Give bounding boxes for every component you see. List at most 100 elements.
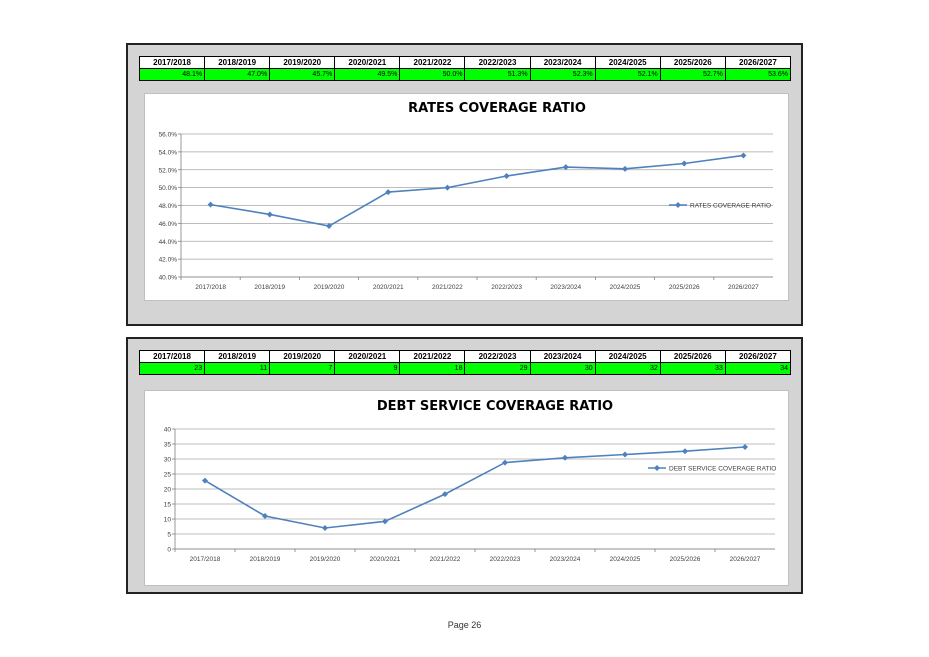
y-tick-label: 44.0%: [159, 239, 178, 246]
value-cell: 52.3%: [529, 68, 596, 81]
page-number: Page 26: [447, 620, 482, 630]
data-point: [202, 477, 208, 484]
x-tick-label: 2024/2025: [610, 284, 641, 291]
y-tick-label: 25: [164, 472, 172, 479]
year-header: 2024/2025: [594, 350, 661, 363]
y-tick-label: 30: [164, 457, 172, 464]
y-tick-label: 40.0%: [159, 275, 178, 282]
x-tick-label: 2026/2027: [730, 556, 761, 563]
value-cell: 11: [204, 362, 271, 375]
table-header-row: 2017/2018 2018/2019 2019/2020 2020/2021 …: [138, 56, 792, 69]
value-cell: 34: [724, 362, 792, 375]
data-point: [562, 164, 569, 171]
year-header: 2018/2019: [204, 56, 271, 69]
value-cell: 23: [138, 362, 206, 375]
x-tick-label: 2022/2023: [491, 284, 522, 291]
value-cell: 53.6%: [724, 68, 792, 81]
x-tick-label: 2021/2022: [430, 556, 461, 563]
data-point: [207, 201, 214, 208]
year-header: 2023/2024: [529, 350, 596, 363]
x-tick-label: 2025/2026: [669, 284, 700, 291]
x-tick-label: 2023/2024: [550, 556, 581, 563]
y-tick-label: 56.0%: [159, 132, 178, 139]
value-cell: 52.7%: [659, 68, 726, 81]
y-tick-label: 48.0%: [159, 203, 178, 210]
data-point: [382, 518, 388, 525]
rates-coverage-table: 2017/2018 2018/2019 2019/2020 2020/2021 …: [138, 56, 792, 81]
value-cell: 52.1%: [594, 68, 661, 81]
year-header: 2017/2018: [138, 56, 206, 69]
year-header: 2021/2022: [399, 56, 466, 69]
x-tick-label: 2017/2018: [190, 556, 221, 563]
year-header: 2022/2023: [464, 56, 531, 69]
rates-coverage-panel: 2017/2018 2018/2019 2019/2020 2020/2021 …: [126, 43, 803, 326]
legend-label: RATES COVERAGE RATIO: [690, 203, 771, 210]
year-header: 2022/2023: [464, 350, 531, 363]
data-point: [266, 211, 273, 218]
y-tick-label: 5: [167, 532, 171, 539]
data-point: [442, 491, 448, 498]
x-tick-label: 2022/2023: [490, 556, 521, 563]
value-cell: 7: [269, 362, 336, 375]
y-tick-label: 46.0%: [159, 221, 178, 228]
year-header: 2019/2020: [269, 350, 336, 363]
y-tick-label: 20: [164, 487, 172, 494]
debt-service-panel: 2017/2018 2018/2019 2019/2020 2020/2021 …: [126, 337, 803, 594]
data-point: [742, 444, 748, 450]
data-point: [562, 454, 568, 461]
data-point: [740, 152, 747, 159]
year-header: 2021/2022: [399, 350, 466, 363]
data-point: [622, 165, 628, 172]
y-tick-label: 35: [164, 442, 172, 449]
legend-label: DEBT SERVICE COVERAGE RATIO: [669, 466, 776, 473]
rates-coverage-svg: RATES COVERAGE RATIO 40.0% 42.0% 44.0% 46.0%…: [159, 101, 773, 291]
value-cell: 29: [464, 362, 531, 375]
y-tick-label: 52.0%: [159, 167, 178, 174]
x-tick-label: 2018/2019: [250, 556, 281, 563]
x-tick-label: 2018/2019: [254, 284, 285, 291]
chart-title: RATES COVERAGE RATIO: [408, 101, 586, 116]
year-header: 2026/2027: [724, 350, 792, 363]
value-cell: 47.0%: [204, 68, 271, 81]
data-point: [681, 160, 688, 167]
series-line: [204, 446, 746, 529]
year-header: 2017/2018: [138, 350, 206, 363]
data-point: [385, 189, 392, 196]
series-line: [210, 154, 744, 227]
value-cell: 18: [399, 362, 466, 375]
debt-service-table: 2017/2018 2018/2019 2019/2020 2020/2021 …: [138, 350, 792, 375]
rates-coverage-chart: RATES COVERAGE RATIO 40.0% 42.0% 44.0% 46.0%…: [144, 93, 789, 301]
data-point: [622, 451, 628, 458]
year-header: 2025/2026: [659, 56, 726, 69]
value-cell: 32: [594, 362, 661, 375]
value-cell: 50.0%: [399, 68, 466, 81]
data-point: [444, 184, 451, 191]
legend-marker: [654, 465, 660, 471]
year-header: 2019/2020: [269, 56, 336, 69]
y-tick-label: 50.0%: [159, 185, 178, 192]
data-point: [503, 173, 510, 180]
legend-marker: [675, 202, 681, 208]
y-tick-label: 15: [164, 502, 172, 509]
table-value-row: 48.1% 47.0% 45.7% 49.5% 50.0% 51.3% 52.3…: [138, 68, 792, 81]
x-tick-label: 2019/2020: [314, 284, 345, 291]
x-tick-label: 2023/2024: [550, 284, 581, 291]
y-tick-label: 40: [164, 427, 172, 434]
value-cell: 48.1%: [138, 68, 206, 81]
debt-service-chart: DEBT SERVICE COVERAGE RATIO 0 5 10 15 20 25 30 3…: [144, 390, 789, 586]
value-cell: 9: [334, 362, 401, 375]
x-tick-label: 2025/2026: [670, 556, 701, 563]
x-tick-label: 2024/2025: [610, 556, 641, 563]
debt-service-svg: DEBT SERVICE COVERAGE RATIO 0 5 10 15 20 25 30 3…: [164, 399, 777, 563]
value-cell: 49.5%: [334, 68, 401, 81]
data-point: [682, 448, 688, 455]
year-header: 2026/2027: [724, 56, 792, 69]
year-header: 2024/2025: [594, 56, 661, 69]
data-point: [502, 459, 508, 466]
table-header-row: 2017/2018 2018/2019 2019/2020 2020/2021 …: [138, 350, 792, 363]
year-header: 2025/2026: [659, 350, 726, 363]
chart-title: DEBT SERVICE COVERAGE RATIO: [377, 399, 613, 414]
value-cell: 45.7%: [269, 68, 336, 81]
y-tick-label: 10: [164, 517, 172, 524]
y-tick-label: 54.0%: [159, 149, 178, 156]
